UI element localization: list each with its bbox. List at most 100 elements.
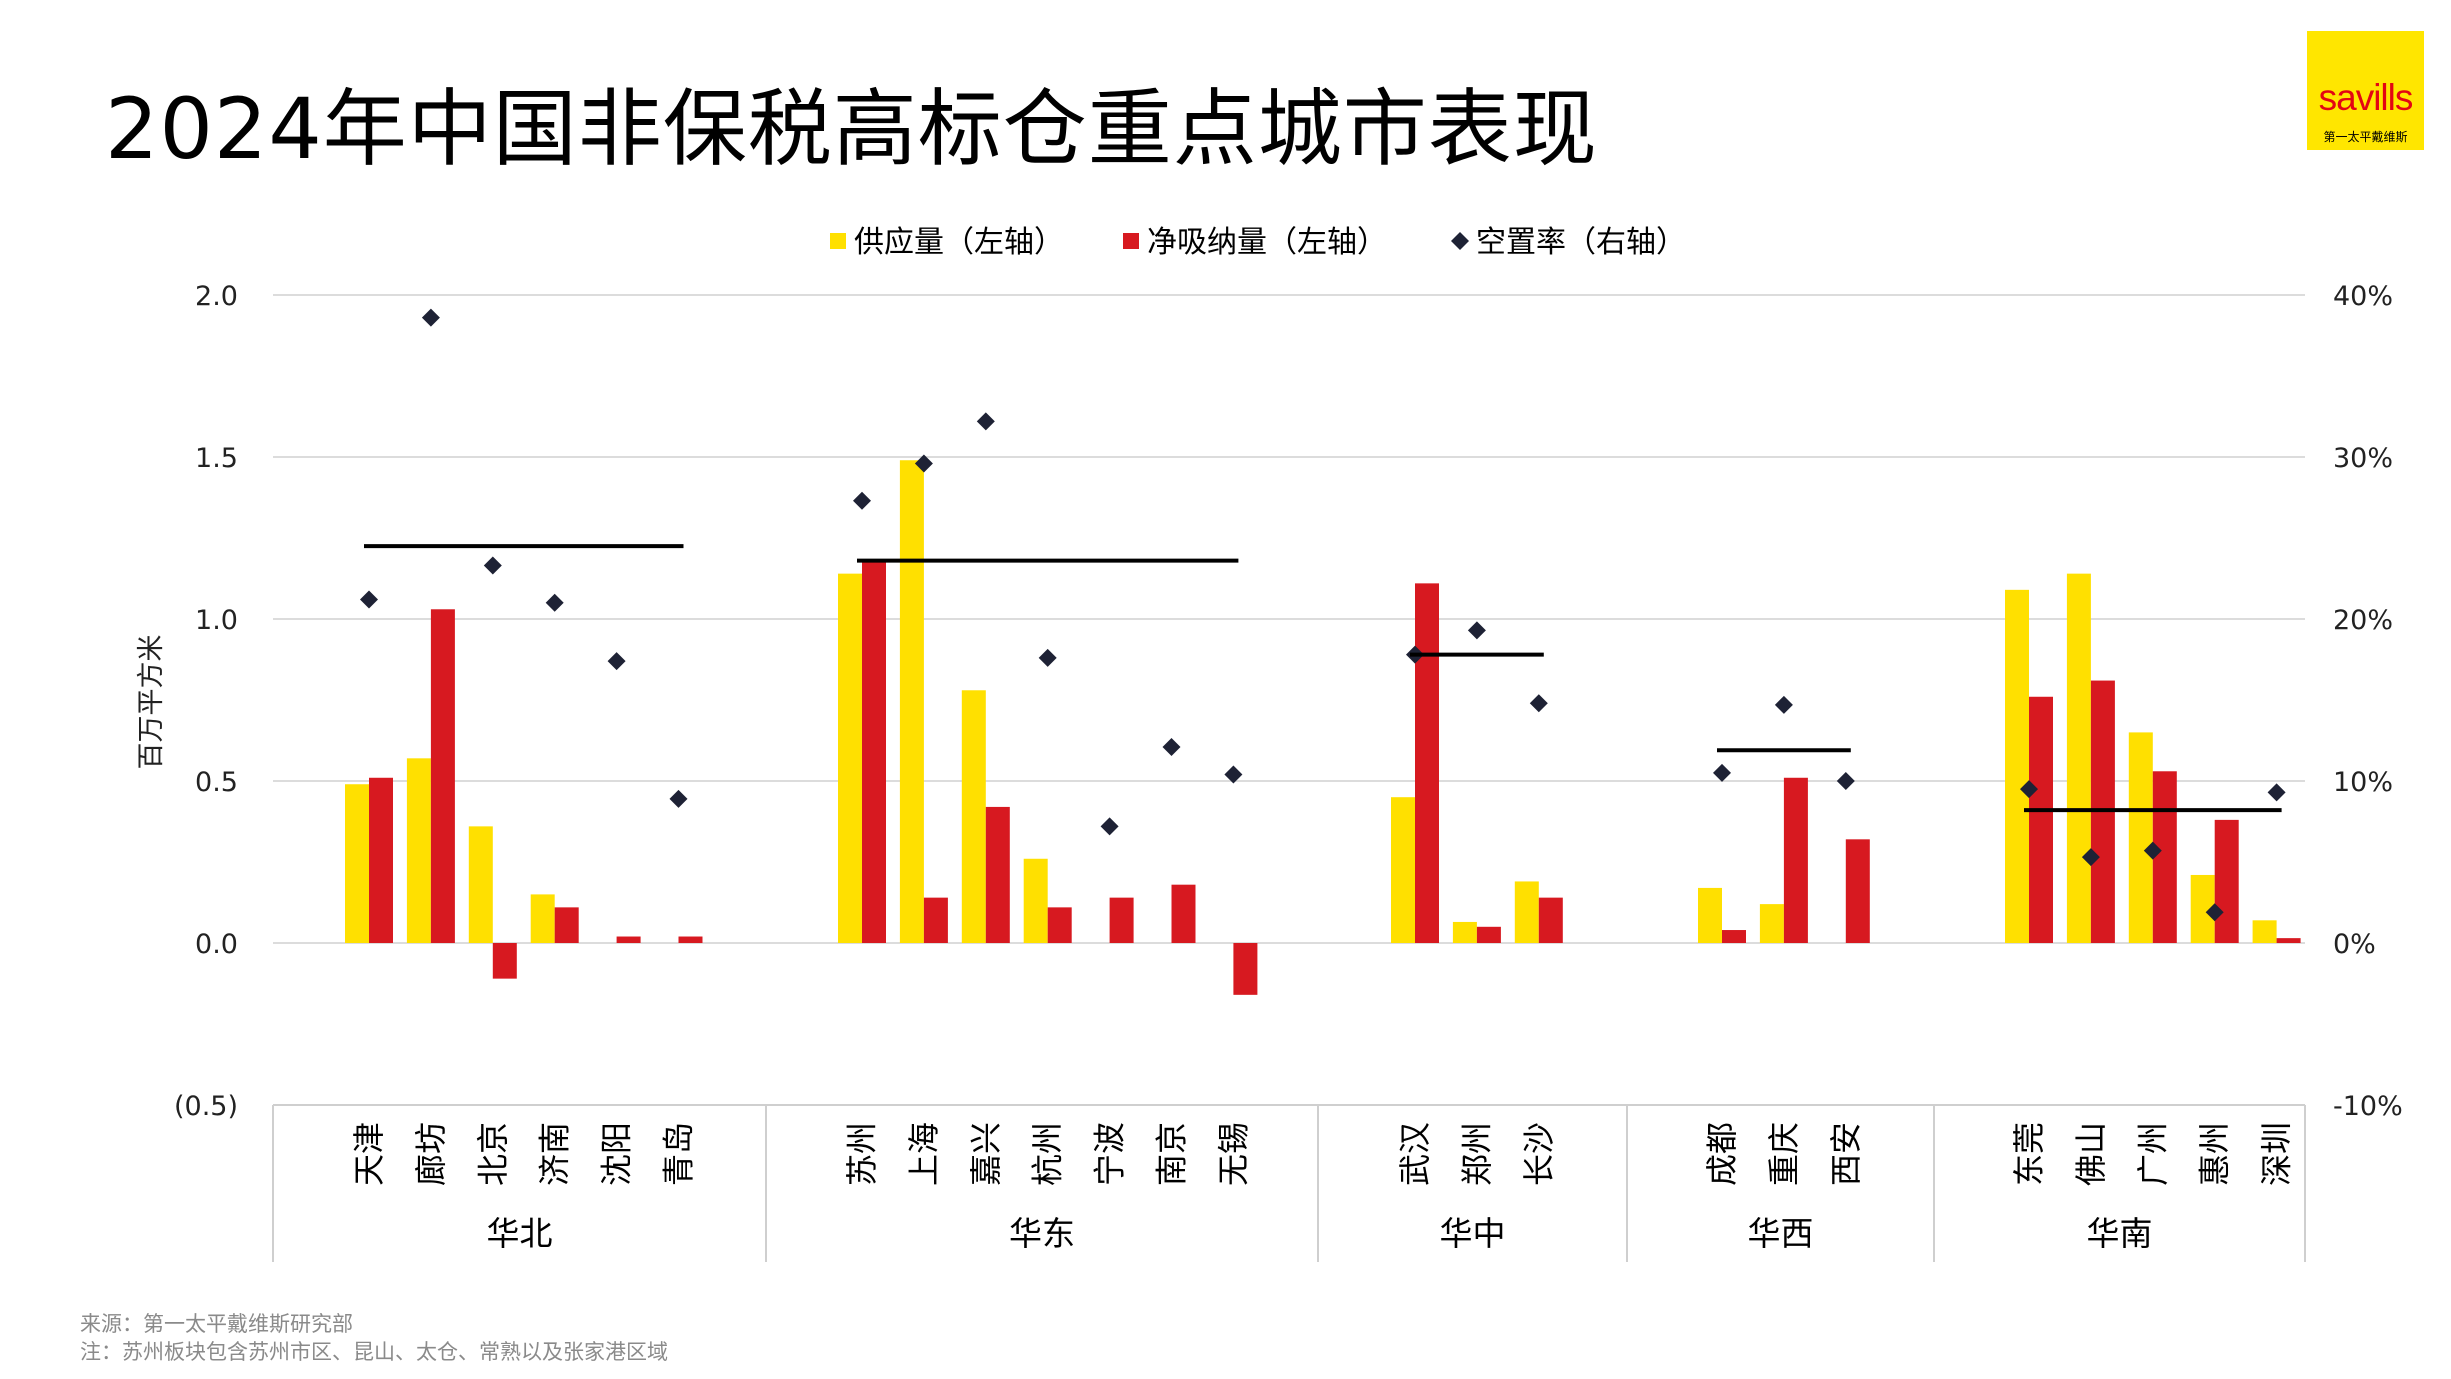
vacancy-point [421,308,440,327]
city-label: 南京 [1153,1122,1191,1186]
logo-subtitle: 第一太平戴维斯 [2323,130,2408,144]
absorption-bar [2214,819,2239,943]
vacancy-point [2205,903,2224,922]
y-tick-label: 2.0 [195,281,238,312]
region-label: 华中 [1440,1214,1506,1253]
supply-bar [345,784,369,943]
city-label: 佛山 [2072,1122,2110,1186]
region-label: 华西 [1748,1214,1814,1253]
vacancy-point [1836,772,1855,790]
legend-supply-swatch [830,233,846,249]
y2-tick-label: 40% [2333,281,2393,312]
y-tick-label: (0.5) [174,1091,238,1122]
city-label: 上海 [905,1122,943,1186]
y-tick-label: 1.0 [195,605,238,636]
logo-brand: savills [2318,77,2414,118]
city-label: 长沙 [1520,1122,1558,1186]
absorption-bar [862,560,886,943]
footnote: 注：苏州板块包含苏州市区、昆山、太仓、常熟以及张家港区域 [80,1340,668,1364]
y-axis-title: 百万平方米 [136,635,167,770]
absorption-bar [1845,839,1870,943]
absorption-bar [1109,897,1134,943]
y2-tick-label: 20% [2333,605,2393,636]
supply-bar [1023,858,1048,943]
legend-absorption-label: 净吸纳量（左轴） [1147,225,1387,260]
vacancy-point [2020,780,2038,799]
savills-logo: savills 第一太平戴维斯 [2307,31,2424,150]
city-label: 宁波 [1091,1122,1129,1186]
absorption-bar [2152,771,2177,943]
supply-bar [1759,904,1784,943]
city-label: 天津 [350,1122,388,1186]
city-label: 成都 [1703,1122,1741,1186]
vacancy-point [669,789,688,808]
vacancy-point [1529,694,1548,713]
vacancy-point [1162,737,1181,756]
city-label: 嘉兴 [967,1122,1005,1186]
absorption-bar [678,936,703,943]
supply-bar [530,894,555,943]
supply-bar [838,573,862,943]
city-label: 沈阳 [598,1122,636,1186]
y2-tick-label: 30% [2333,443,2393,474]
absorption-bar [1476,926,1501,943]
vacancy-point [545,593,564,612]
y-tick-label: 1.5 [195,443,238,474]
absorption-bar [1538,897,1563,943]
vacancy-point [2081,848,2100,867]
absorption-bar [430,609,455,943]
supply-bar [1514,881,1539,943]
absorption-bar [1722,930,1746,943]
vacancy-point [1100,817,1119,836]
vacancy-point [914,454,933,473]
city-label: 重庆 [1765,1122,1803,1186]
vacancy-point [976,412,995,431]
y2-tick-label: -10% [2333,1091,2403,1122]
supply-bar [899,460,924,943]
vacancy-point [2143,841,2162,860]
city-label: 深圳 [2258,1122,2296,1186]
absorption-bar [1171,884,1196,943]
vacancy-point [1224,765,1243,784]
supply-bar [468,826,493,943]
vacancy-point [360,590,378,609]
absorption-bar [369,777,393,943]
vacancy-point [483,556,502,575]
legend-vacancy-label: 空置率（右轴） [1476,225,1686,260]
y2-tick-label: 0% [2333,929,2376,960]
supply-bar [1698,887,1722,943]
y-tick-label: 0.5 [195,767,238,798]
absorption-bar [492,943,517,979]
city-label: 济南 [536,1122,574,1186]
city-label: 廊坊 [412,1122,450,1186]
absorption-bar [923,897,948,943]
supply-bar [2066,573,2091,943]
absorption-bar [2276,938,2301,943]
supply-bar [2128,732,2153,943]
supply-bar [1391,797,1415,943]
page-title: 2024年中国非保税高标仓重点城市表现 [105,80,1598,178]
city-label: 苏州 [843,1122,881,1186]
supply-bar [961,690,986,943]
supply-bar [2005,589,2029,943]
source-note: 来源：第一太平戴维斯研究部 [80,1312,353,1336]
absorption-bar [2029,696,2053,943]
city-label: 北京 [474,1122,512,1186]
city-label: 东莞 [2010,1122,2048,1186]
legend-vacancy-swatch [1451,232,1469,250]
legend-supply-label: 供应量（左轴） [854,225,1064,260]
city-label: 武汉 [1396,1122,1434,1186]
region-label: 华东 [1009,1214,1075,1253]
vacancy-point [607,652,626,671]
vacancy-point [1713,763,1731,782]
absorption-bar [1415,583,1439,943]
city-label: 青岛 [660,1122,698,1186]
absorption-bar [554,907,579,943]
absorption-bar [616,936,641,943]
vacancy-point [1038,648,1057,667]
city-label: 西安 [1827,1122,1865,1186]
y-tick-label: 0.0 [195,929,238,960]
vacancy-point [2267,783,2286,802]
supply-bar [2252,920,2277,943]
